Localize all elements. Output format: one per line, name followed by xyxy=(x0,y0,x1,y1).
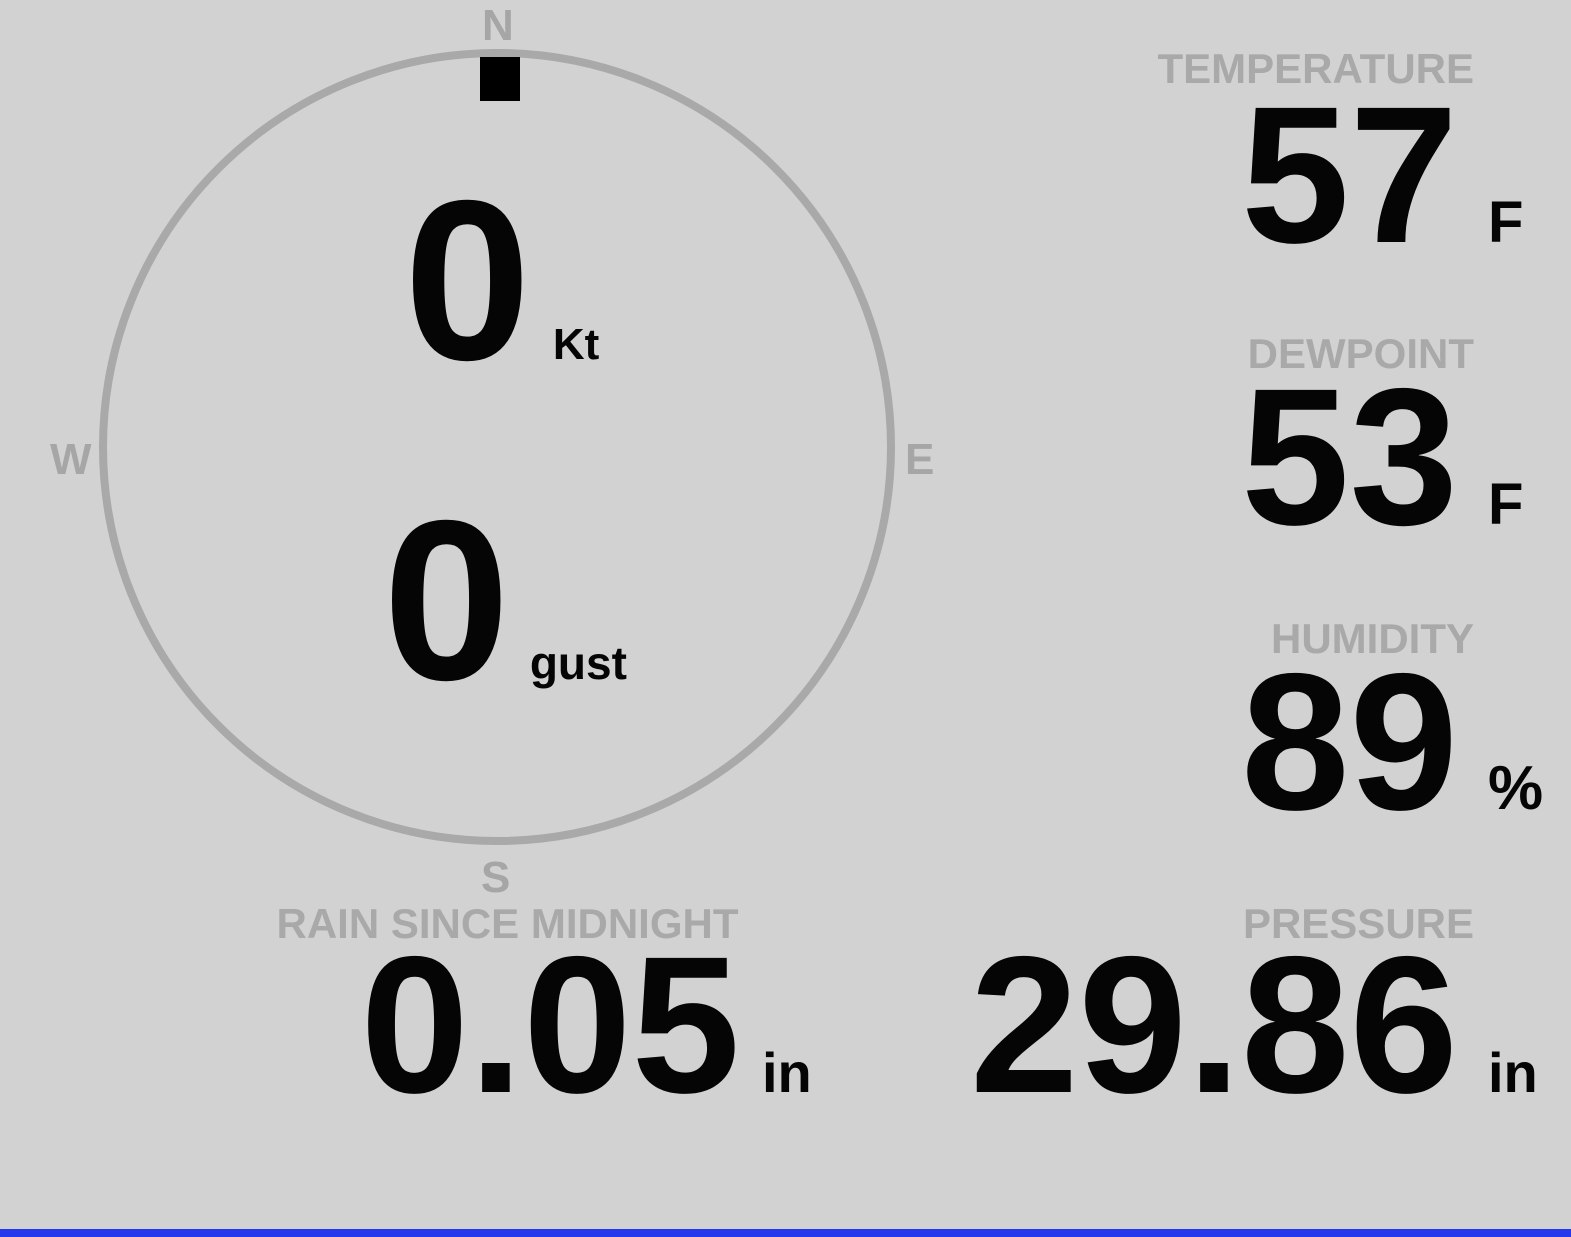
rain-value: 0.05 xyxy=(360,916,740,1134)
compass-east-label: E xyxy=(905,435,935,484)
dewpoint-label: DEWPOINT xyxy=(1247,330,1474,377)
compass-south-label: S xyxy=(481,853,511,902)
pressure-unit: in xyxy=(1488,1041,1538,1104)
pressure-label: PRESSURE xyxy=(1242,900,1474,947)
dewpoint-reading: 53 F xyxy=(1241,360,1550,555)
wind-compass-dial xyxy=(99,49,895,845)
compass-north-label: N xyxy=(482,1,514,50)
dewpoint-unit: F xyxy=(1488,472,1524,537)
status-bar xyxy=(0,1229,1571,1237)
rain-label: RAIN SINCE MIDNIGHT xyxy=(276,900,739,947)
wind-speed-value: 0 xyxy=(404,154,531,408)
wind-gust: 0 gust xyxy=(383,487,627,715)
rain-unit: in xyxy=(762,1041,812,1104)
humidity-reading: 89 % xyxy=(1241,645,1550,840)
humidity-value: 89 xyxy=(1241,633,1458,851)
wind-direction-marker-icon xyxy=(480,57,520,101)
temperature-unit: F xyxy=(1488,190,1524,255)
wind-gust-value: 0 xyxy=(383,474,510,728)
wind-gust-unit: gust xyxy=(529,637,627,689)
compass-west-label: W xyxy=(50,435,92,484)
temperature-label: TEMPERATURE xyxy=(1157,45,1474,92)
temperature-value: 57 xyxy=(1241,66,1458,284)
humidity-unit: % xyxy=(1488,754,1544,823)
pressure-reading: 29.86 in xyxy=(970,928,1550,1123)
rain-reading: 0.05 in xyxy=(0,916,812,1134)
humidity-label: HUMIDITY xyxy=(1271,615,1474,662)
pressure-value: 29.86 xyxy=(970,916,1458,1134)
wind-speed-unit: Kt xyxy=(552,320,600,369)
wind-speed: 0 Kt xyxy=(404,167,599,395)
dewpoint-value: 53 xyxy=(1241,348,1458,566)
temperature-reading: 57 F xyxy=(1241,78,1550,273)
